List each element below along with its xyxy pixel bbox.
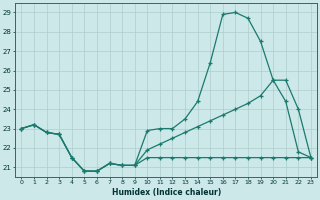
X-axis label: Humidex (Indice chaleur): Humidex (Indice chaleur) bbox=[112, 188, 221, 197]
